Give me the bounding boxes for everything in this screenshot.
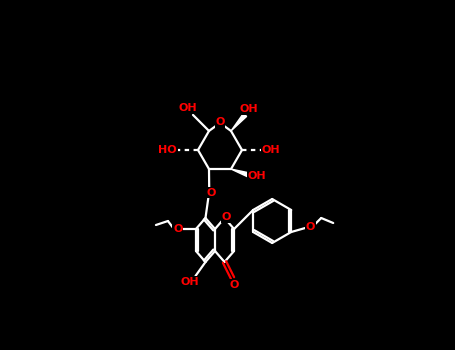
Text: O: O [173,224,182,234]
Text: O: O [305,222,315,232]
Text: OH: OH [180,277,199,287]
Text: OH: OH [240,104,258,114]
Text: OH: OH [179,103,197,113]
Text: OH: OH [248,171,266,181]
Text: O: O [230,280,239,290]
Polygon shape [231,113,247,131]
Text: HO: HO [158,145,177,155]
Text: O: O [222,212,231,222]
Text: OH: OH [262,145,280,155]
Text: O: O [207,188,216,197]
Text: O: O [215,117,225,127]
Polygon shape [231,169,250,177]
